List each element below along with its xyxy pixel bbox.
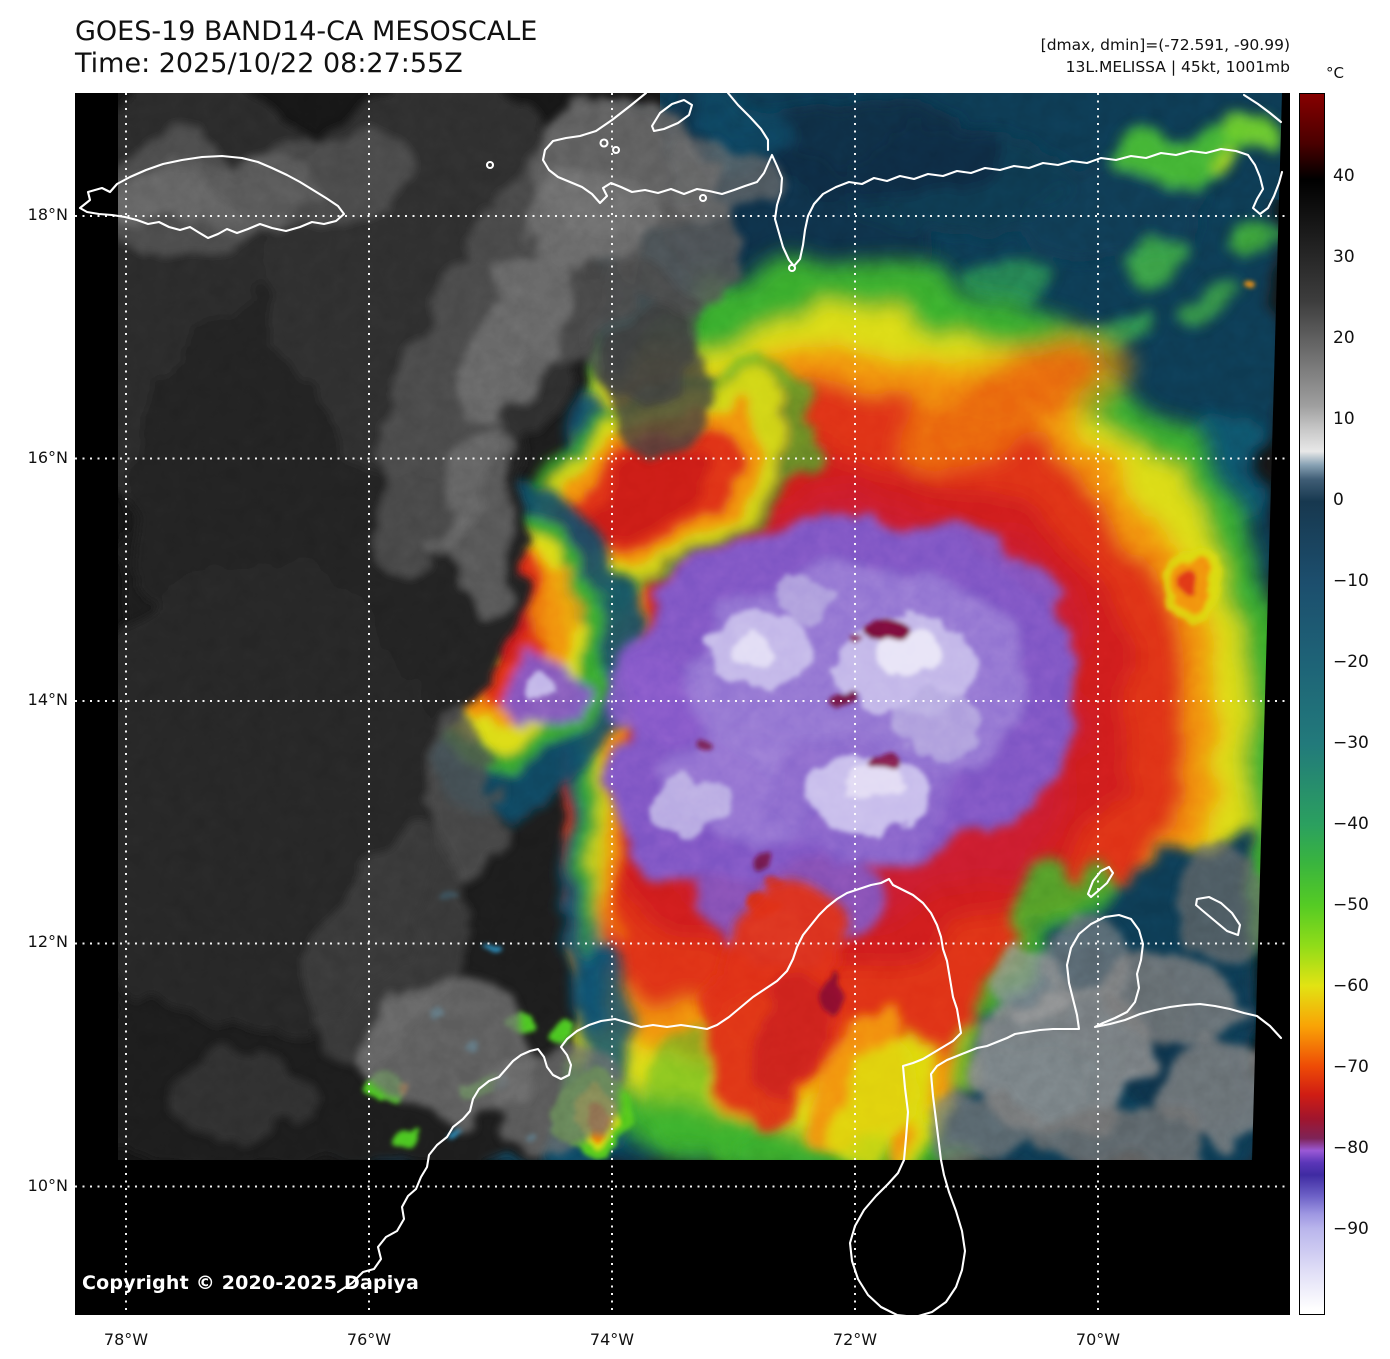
header: GOES-19 BAND14-CA MESOSCALE Time: 2025/1… <box>75 16 537 80</box>
colorbar-tick: 10 <box>1333 409 1355 429</box>
ile-a-vache <box>698 193 708 203</box>
colorbar-tick: −10 <box>1333 571 1369 591</box>
lon-label-72w: 72°W <box>832 1330 878 1349</box>
navassa-island <box>485 160 495 170</box>
colorbar-tick: −90 <box>1333 1219 1369 1239</box>
colorbar-tick: 20 <box>1333 328 1355 348</box>
product-title: GOES-19 BAND14-CA MESOSCALE <box>75 16 538 47</box>
gonave-gulf-coastline <box>726 93 770 152</box>
aruba-island <box>1086 865 1115 899</box>
copyright-label: Copyright © 2020-2025 Dapiya <box>82 1272 420 1294</box>
lat-label-16n: 16°N <box>27 448 68 467</box>
colorbar-tick: 30 <box>1333 247 1355 267</box>
jamaica-coastline <box>78 154 346 240</box>
temperature-colorbar <box>1299 93 1325 1315</box>
small-cay-1 <box>599 138 609 148</box>
bonaire-island <box>1194 895 1242 937</box>
south-america-coastline <box>336 877 1283 1315</box>
colorbar-tick: 0 <box>1333 490 1344 510</box>
lat-label-14n: 14°N <box>27 690 68 709</box>
dr-northeast-coast <box>1242 93 1283 124</box>
colorbar-tick: −60 <box>1333 976 1369 996</box>
lat-label-10n: 10°N <box>27 1176 68 1195</box>
dmax-dmin-readout: [dmax, dmin]=(-72.591, -90.99) <box>1040 36 1290 54</box>
lon-label-78w: 78°W <box>103 1330 149 1349</box>
hispaniola-coastline <box>541 93 1284 268</box>
satellite-data-sector <box>118 93 1282 1160</box>
small-cay-2 <box>611 145 621 155</box>
storm-status-readout: 13L.MELISSA | 45kt, 1001mb <box>1065 58 1290 77</box>
colorbar-tick: −20 <box>1333 652 1369 672</box>
colorbar-tick: −40 <box>1333 814 1369 834</box>
beata-island <box>787 263 797 273</box>
coastlines <box>78 93 1284 1315</box>
lat-label-18n: 18°N <box>27 205 68 224</box>
lon-label-74w: 74°W <box>589 1330 635 1349</box>
colorbar-tick: −30 <box>1333 733 1369 753</box>
graticule-grid <box>75 93 1290 1315</box>
product-time: Time: 2025/10/22 08:27:55Z <box>75 47 463 79</box>
lon-label-76w: 76°W <box>346 1330 392 1349</box>
info-block: [dmax, dmin]=(-72.591, -90.99) 13L.MELIS… <box>1041 34 1290 79</box>
lat-label-12n: 12°N <box>27 932 68 951</box>
gonave-island <box>650 98 694 133</box>
colorbar-tick: −80 <box>1333 1138 1369 1158</box>
lon-label-70w: 70°W <box>1075 1330 1121 1349</box>
colorbar-tick: −50 <box>1333 895 1369 915</box>
colorbar-unit-label: °C <box>1326 64 1344 82</box>
colorbar-tick: −70 <box>1333 1057 1369 1077</box>
colorbar-tick: 40 <box>1333 166 1355 186</box>
